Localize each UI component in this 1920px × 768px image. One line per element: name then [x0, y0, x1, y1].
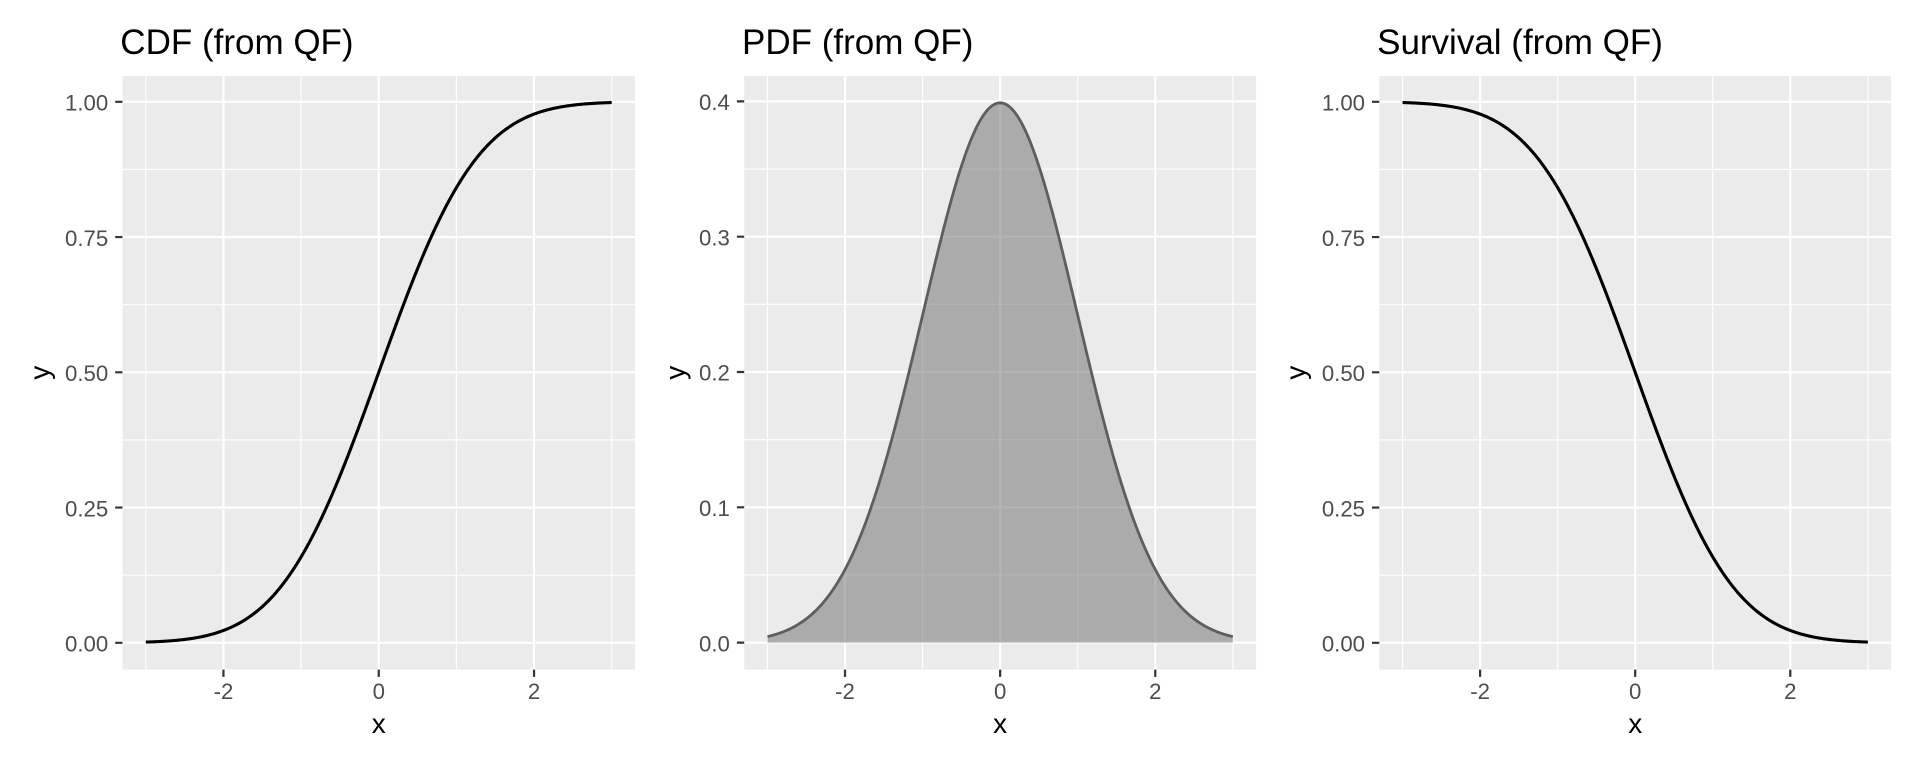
svg-text:0.2: 0.2 — [699, 361, 730, 386]
svg-text:0: 0 — [373, 679, 385, 704]
svg-text:0.3: 0.3 — [699, 225, 730, 250]
svg-text:0.75: 0.75 — [65, 226, 108, 251]
svg-text:-2: -2 — [1470, 679, 1490, 704]
svg-text:-2: -2 — [835, 679, 855, 704]
svg-text:CDF (from QF): CDF (from QF) — [120, 23, 353, 62]
svg-text:x: x — [1628, 708, 1642, 739]
svg-text:y: y — [24, 366, 55, 380]
svg-text:1.00: 1.00 — [1322, 91, 1365, 116]
svg-text:0.1: 0.1 — [699, 496, 730, 521]
svg-text:0.00: 0.00 — [65, 632, 108, 657]
svg-text:1.00: 1.00 — [65, 91, 108, 116]
svg-text:0: 0 — [994, 679, 1006, 704]
svg-text:0.75: 0.75 — [1322, 226, 1365, 251]
svg-text:0: 0 — [1629, 679, 1641, 704]
svg-text:Survival (from QF): Survival (from QF) — [1377, 23, 1663, 62]
svg-text:0.0: 0.0 — [699, 631, 730, 656]
svg-text:y: y — [1280, 366, 1311, 380]
svg-text:0.00: 0.00 — [1322, 632, 1365, 657]
svg-text:2: 2 — [528, 679, 540, 704]
svg-text:x: x — [993, 708, 1007, 739]
svg-text:0.25: 0.25 — [1322, 496, 1365, 521]
svg-text:0.50: 0.50 — [65, 361, 108, 386]
svg-text:-2: -2 — [214, 679, 234, 704]
svg-text:2: 2 — [1149, 679, 1161, 704]
svg-text:0.25: 0.25 — [65, 496, 108, 521]
svg-text:0.50: 0.50 — [1322, 361, 1365, 386]
svg-text:PDF (from QF): PDF (from QF) — [742, 23, 973, 62]
svg-text:0.4: 0.4 — [699, 90, 730, 115]
svg-text:x: x — [372, 708, 386, 739]
svg-text:y: y — [660, 366, 691, 380]
svg-text:2: 2 — [1784, 679, 1796, 704]
